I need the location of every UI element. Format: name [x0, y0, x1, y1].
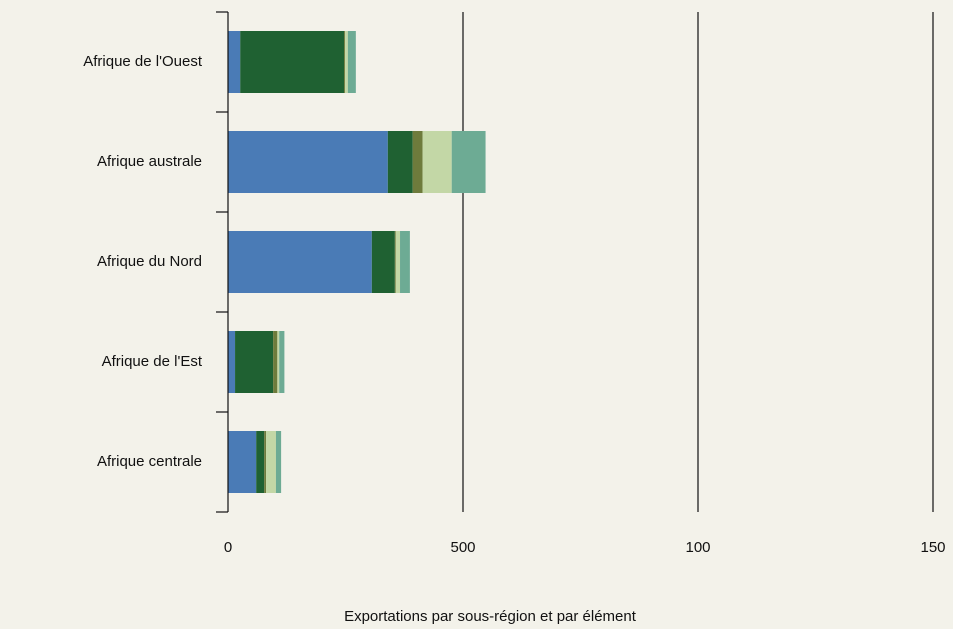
bar-segment	[235, 331, 274, 393]
bar-segment	[277, 331, 280, 393]
bar-segment	[451, 131, 486, 193]
y-tick-label: Afrique australe	[97, 153, 202, 170]
bar-segment	[240, 31, 345, 93]
bar-segment	[345, 31, 348, 93]
bar-segment	[228, 431, 257, 493]
x-tick-label: 100	[685, 539, 710, 556]
bar-segment	[344, 31, 346, 93]
x-tick-label: 150	[920, 539, 945, 556]
bar-segment	[275, 431, 282, 493]
y-tick-label: Afrique de l'Est	[102, 353, 203, 370]
y-tick-label: Afrique du Nord	[97, 253, 202, 270]
bar-segment	[228, 331, 236, 393]
bar-segment	[228, 31, 241, 93]
bar-segment	[422, 131, 452, 193]
bar-segment	[412, 131, 423, 193]
bar-segment	[279, 331, 285, 393]
bar-segment	[228, 131, 388, 193]
bar-segment	[273, 331, 278, 393]
y-tick-label: Afrique centrale	[97, 453, 202, 470]
bar-segment	[395, 231, 401, 293]
bar-segment	[228, 231, 372, 293]
bar-segment	[256, 431, 265, 493]
y-tick-label: Afrique de l'Ouest	[83, 53, 203, 70]
bar-segment	[266, 431, 276, 493]
bar-segment	[394, 231, 396, 293]
chart-title: Exportations par sous-région et par élém…	[344, 608, 637, 625]
bar-segment	[387, 131, 413, 193]
x-tick-label: 500	[450, 539, 475, 556]
bar-segment	[347, 31, 356, 93]
bar-segment	[400, 231, 410, 293]
x-tick-label: 0	[224, 539, 232, 556]
bar-segment	[371, 231, 395, 293]
bar-segment	[264, 431, 267, 493]
